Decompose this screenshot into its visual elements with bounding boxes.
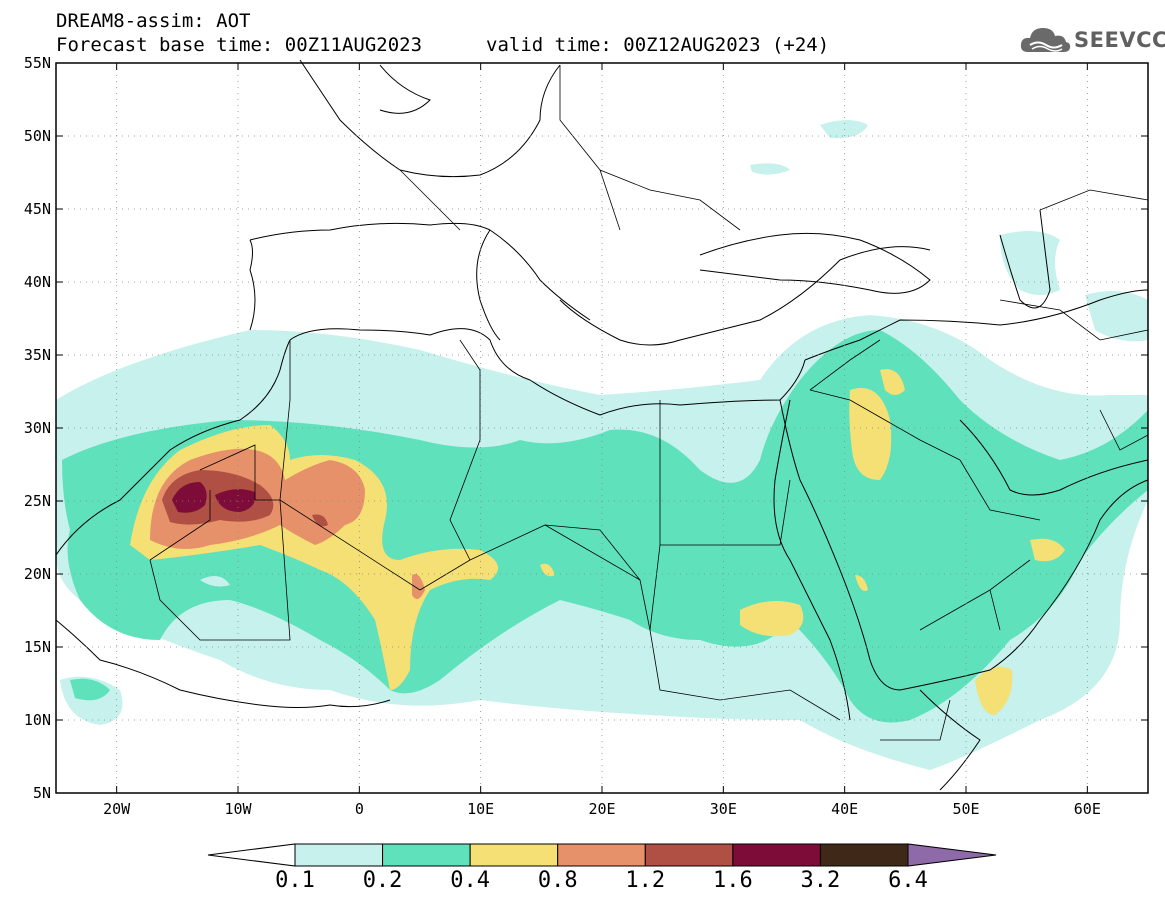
seevccc-logo: SEEVCCC — [1018, 22, 1165, 58]
lon-tick-label: 60E — [1074, 800, 1101, 818]
level-1-6 — [172, 482, 256, 513]
lon-tick-label: 30E — [710, 800, 737, 818]
lat-tick-label: 25N — [24, 492, 51, 510]
colorbar-segment — [732, 843, 821, 867]
borders — [149, 65, 1149, 741]
colorbar-level-label: 0.8 — [537, 868, 578, 893]
colorbar-right-arrow — [907, 843, 997, 867]
lat-tick-label: 20N — [24, 565, 51, 583]
colorbar-left-arrow — [207, 843, 296, 867]
lon-tick-label: 0 — [355, 800, 364, 818]
colorbar-level-label: 0.4 — [450, 868, 491, 893]
lon-tick-label: 50E — [952, 800, 979, 818]
time-info: Forecast base time: 00Z11AUG2023 valid ti… — [56, 34, 829, 56]
lat-tick-label: 10N — [24, 711, 51, 729]
coastlines — [55, 59, 1149, 791]
colorbar-segment — [469, 843, 559, 867]
base-time: Forecast base time: 00Z11AUG2023 — [56, 34, 423, 56]
colorbar-segment — [557, 843, 646, 867]
colorbar-level-label: 1.6 — [712, 868, 753, 893]
colorbar-level-label: 1.2 — [625, 868, 666, 893]
lat-tick-label: 50N — [24, 127, 51, 145]
colorbar-segment — [819, 843, 909, 867]
aot-fields — [56, 120, 1148, 770]
map-title: DREAM8-assim: AOT — [56, 10, 251, 32]
colorbar-level-label: 6.4 — [888, 868, 928, 893]
lat-tick-label: 55N — [24, 54, 51, 72]
gridlines — [56, 63, 1148, 793]
lat-tick-label: 40N — [24, 273, 51, 291]
colorbar-level-label: 0.2 — [362, 868, 403, 893]
lat-tick-label: 45N — [24, 200, 51, 218]
lat-tick-label: 5N — [33, 784, 51, 802]
lon-tick-label: 20W — [103, 800, 131, 818]
axis-ticks: 5N 10N 15N 20N 25N 30N 35N 40N 45N 50N 55N 20W 10W 0 1… — [24, 54, 1148, 818]
valid-time: valid time: 00Z12AUG2023 (+24) — [486, 34, 830, 56]
logo-text: SEEVCCC — [1074, 28, 1165, 52]
lat-tick-label: 30N — [24, 419, 51, 437]
cloud-icon — [1020, 28, 1071, 52]
colorbar-segment — [644, 843, 734, 867]
colorbar-level-label: 0.1 — [275, 868, 315, 893]
lon-tick-label: 10W — [224, 800, 252, 818]
colorbar-level-label: 3.2 — [800, 868, 841, 893]
colorbar-segment — [382, 843, 471, 867]
lon-tick-label: 10E — [467, 800, 494, 818]
lon-tick-label: 40E — [831, 800, 858, 818]
colorbar-segment — [294, 843, 384, 867]
lat-tick-label: 15N — [24, 638, 51, 656]
lat-tick-label: 35N — [24, 346, 51, 364]
lon-tick-label: 20E — [588, 800, 615, 818]
colorbar — [207, 843, 997, 867]
